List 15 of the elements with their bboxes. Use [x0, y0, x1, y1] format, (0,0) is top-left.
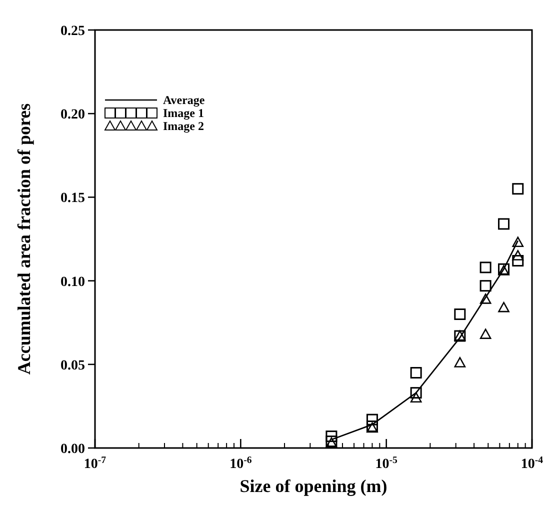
x-tick-label: 10$^{-5}$ [375, 454, 398, 472]
legend-label: Average [163, 93, 206, 107]
y-tick-label: 0.10 [60, 274, 85, 290]
y-axis-title: Accumulated area fraction of pores [14, 103, 34, 375]
x-tick-label: 10$^{-6}$ [230, 454, 252, 472]
legend-label: Image 2 [163, 119, 204, 133]
legend-label: Image 1 [163, 106, 204, 120]
y-tick-label: 0.00 [60, 442, 85, 457]
y-tick-label: 0.15 [60, 191, 85, 206]
y-tick-label: 0.05 [60, 358, 85, 374]
x-axis-title: Size of opening (m) [240, 476, 388, 496]
x-tick-label: 10$^{-7}$ [84, 454, 106, 472]
y-tick-label: 0.20 [60, 108, 85, 123]
x-tick-label: 10$^{-4}$ [520, 454, 544, 472]
y-tick-label: 0.25 [60, 24, 85, 39]
